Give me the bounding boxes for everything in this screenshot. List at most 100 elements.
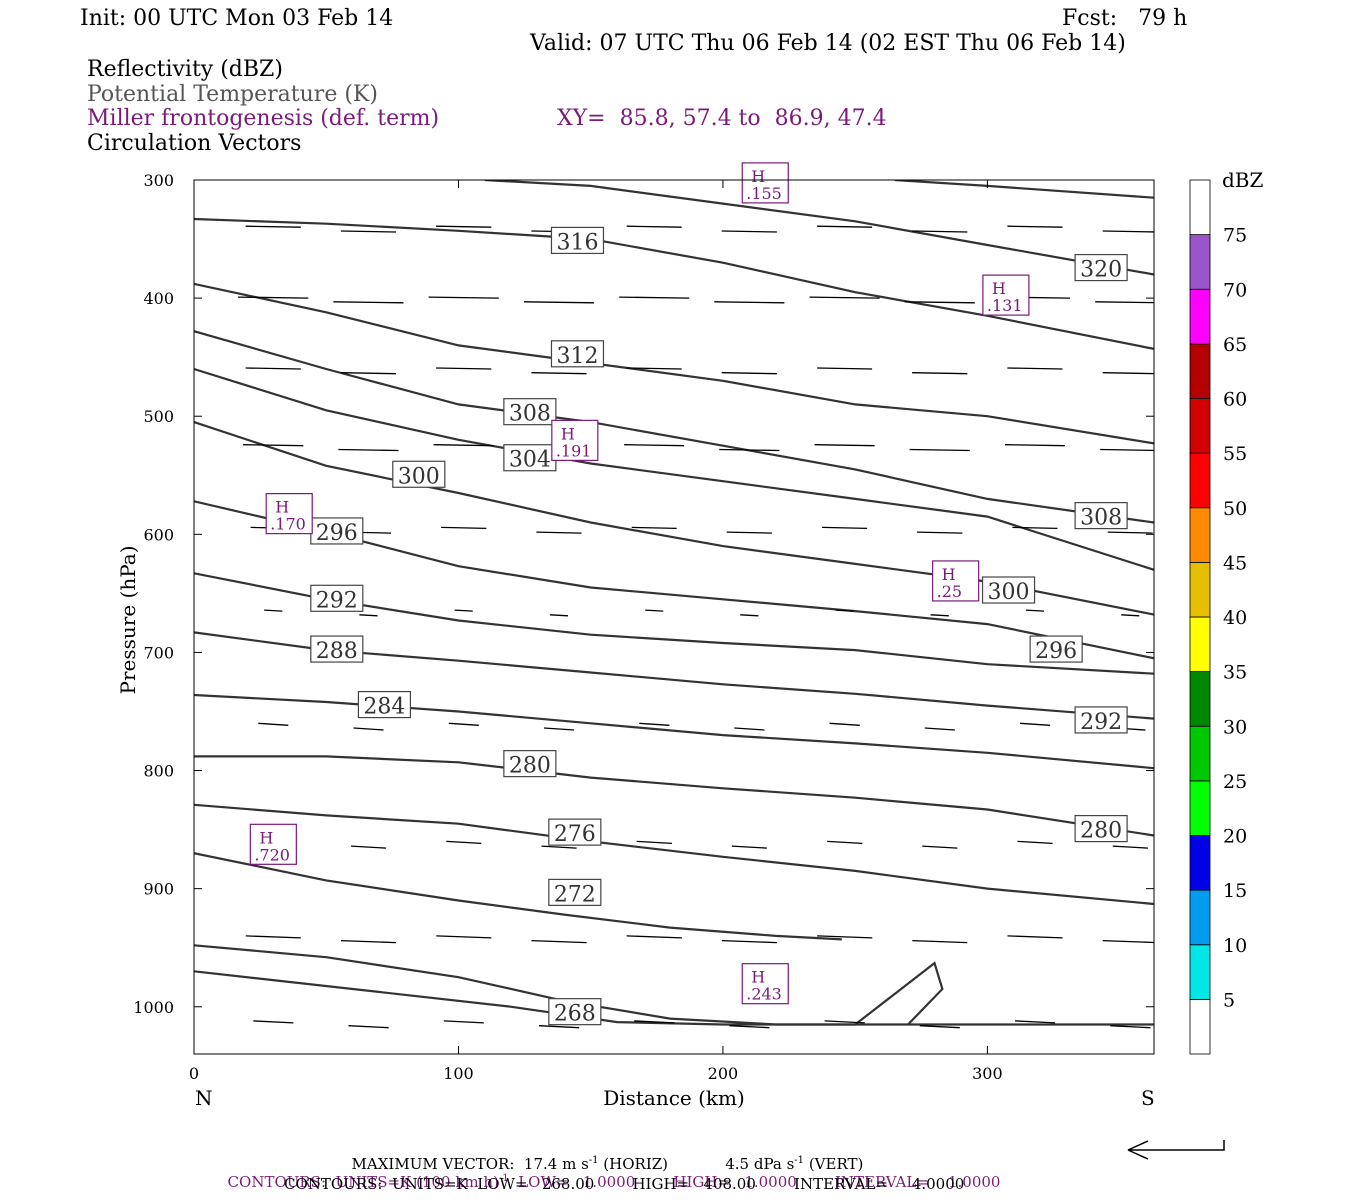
- frontogenesis-max: H.170: [265, 493, 313, 535]
- circulation-vector: [822, 527, 868, 528]
- colorbar-swatch: [1189, 179, 1211, 236]
- isentrope-label-box: [550, 226, 605, 255]
- isentrope-label-text: 308: [1080, 506, 1122, 531]
- x-tick-label: 100: [443, 1064, 474, 1083]
- frontogenesis-max: H.243: [741, 963, 789, 1005]
- circulation-vector: [922, 846, 957, 848]
- isentrope-label: 304: [503, 444, 557, 473]
- frontogenesis-max-value: .243: [746, 985, 782, 1004]
- isentrope-label: 296: [1029, 635, 1083, 664]
- max-vector-suffix: (VERT): [804, 1155, 864, 1173]
- circulation-vector: [729, 1026, 769, 1028]
- circulation-vector: [538, 1026, 579, 1028]
- isentrope-label-text: 268: [554, 1002, 596, 1027]
- circulation-vector: [740, 615, 759, 616]
- colorbar-swatch: [1189, 561, 1211, 618]
- isentrope-label-box: [357, 690, 412, 719]
- circulation-vector: [436, 936, 491, 938]
- isentrope-label-group: 268 272 276 280 284 288 292 296 300 304 308 312 316 3…: [310, 226, 1128, 1027]
- colorbar-swatch: [1189, 234, 1211, 290]
- circulation-vector: [924, 728, 955, 730]
- circulation-vector: [727, 532, 772, 533]
- isentrope-label: 308: [503, 398, 557, 427]
- isentrope-label-box: [392, 460, 446, 488]
- circulation-vector: [436, 368, 492, 369]
- circulation-vector: [1121, 615, 1140, 616]
- frontogenesis-max-box: [741, 162, 789, 204]
- circulation-vector: [339, 450, 399, 451]
- colorbar-swatch: [1189, 288, 1211, 345]
- circulation-vector: [734, 728, 764, 730]
- field-reflectivity: Reflectivity (dBZ): [87, 57, 283, 82]
- circulation-vector: [429, 297, 499, 298]
- circulation-vector: [1008, 226, 1063, 227]
- circulation-vector: [1102, 939, 1154, 944]
- colorbar-swatch: [1189, 944, 1211, 1000]
- frontogenesis-max: H.155: [741, 162, 789, 204]
- isentrope-label: 284: [357, 690, 412, 720]
- isentrope-label: 316: [550, 226, 605, 255]
- circulation-vector: [636, 841, 672, 843]
- init-time: Init: 00 UTC Mon 03 Feb 14: [80, 6, 394, 31]
- circulation-vector: [1103, 231, 1154, 232]
- circulation-vector: [722, 231, 777, 232]
- circulation-vector: [1100, 450, 1154, 451]
- frontogenesis-max-label: H: [942, 565, 956, 584]
- circulation-vector: [632, 527, 677, 528]
- y-tick-label: 500: [143, 407, 174, 426]
- circulation-vector: [1014, 1021, 1055, 1023]
- circulation-vector: [824, 1021, 865, 1023]
- circulation-vector: [258, 723, 288, 725]
- colorbar-level-label: 50: [1223, 498, 1247, 520]
- colorbar-level-label: 15: [1223, 880, 1247, 902]
- isentrope-label: 268: [548, 998, 602, 1027]
- isentrope-label-text: 288: [316, 639, 358, 664]
- colorbar-level-label: 35: [1223, 662, 1247, 684]
- circulation-vector: [627, 226, 682, 227]
- colorbar-swatch: [1189, 452, 1211, 509]
- colorbar-swatch: [1189, 835, 1211, 891]
- field-frontogenesis: Miller frontogenesis (def. term): [87, 106, 440, 131]
- reference-vector-arrow: [1127, 1140, 1225, 1160]
- isentrope-label-text: 284: [363, 695, 405, 720]
- frontogenesis-max-label: H: [992, 279, 1006, 298]
- circulation-vector: [341, 231, 397, 232]
- isentrope-label-box: [1029, 635, 1083, 663]
- reflectivity-colorbar: 5 10 15 20 25 30 35 40 45 50 55 60 65 70 75: [1189, 179, 1247, 1055]
- isentrope-label-box: [548, 998, 602, 1026]
- theta-contour-note: CONTOURS: UNITS=K LOW= 268.00 HIGH= 408.…: [284, 1175, 965, 1193]
- circulation-vector: [1005, 445, 1066, 446]
- frontogenesis-max-box: [982, 274, 1030, 316]
- isentrope-280: [194, 755, 1154, 837]
- colorbar-level-label: 5: [1223, 989, 1235, 1011]
- reference-vector: [1127, 1140, 1225, 1160]
- circulation-vector: [245, 936, 301, 938]
- circulation-vector: [1103, 373, 1154, 374]
- frontogenesis-max-label: H: [751, 968, 765, 987]
- max-vector-sup2: -1: [794, 1155, 805, 1166]
- max-vector-sup: -1: [588, 1155, 599, 1166]
- isentrope-label-box: [503, 750, 557, 778]
- circulation-vector: [1095, 302, 1154, 303]
- circulation-vector-group: [238, 226, 1154, 1028]
- isentrope-label-text: 292: [1080, 710, 1122, 735]
- frontogenesis-max-value: .720: [254, 845, 290, 864]
- circulation-vector: [537, 532, 582, 533]
- frontogenesis-max-box: [551, 419, 599, 461]
- isentrope-label-text: 308: [509, 402, 551, 427]
- field-potential-temperature: Potential Temperature (K): [87, 82, 378, 107]
- colorbar-swatch: [1189, 889, 1211, 946]
- isentrope-label-box: [981, 576, 1036, 604]
- frontogenesis-max-label: H: [275, 498, 289, 517]
- max-vector-mid: (HORIZ) 4.5 dPa s: [598, 1155, 795, 1173]
- isentrope-label: 300: [981, 576, 1036, 605]
- circulation-vector: [446, 841, 481, 843]
- colorbar-level-label: 60: [1223, 389, 1247, 411]
- circulation-vector: [626, 936, 682, 938]
- circulation-vector: [639, 723, 669, 725]
- circulation-vector: [253, 1021, 293, 1023]
- isentrope-276: [194, 803, 1154, 906]
- colorbar-level-label: 70: [1223, 279, 1247, 301]
- cross-section-endpoints: XY= 85.8, 57.4 to 86.9, 47.4: [557, 106, 887, 131]
- circulation-vector: [912, 941, 967, 943]
